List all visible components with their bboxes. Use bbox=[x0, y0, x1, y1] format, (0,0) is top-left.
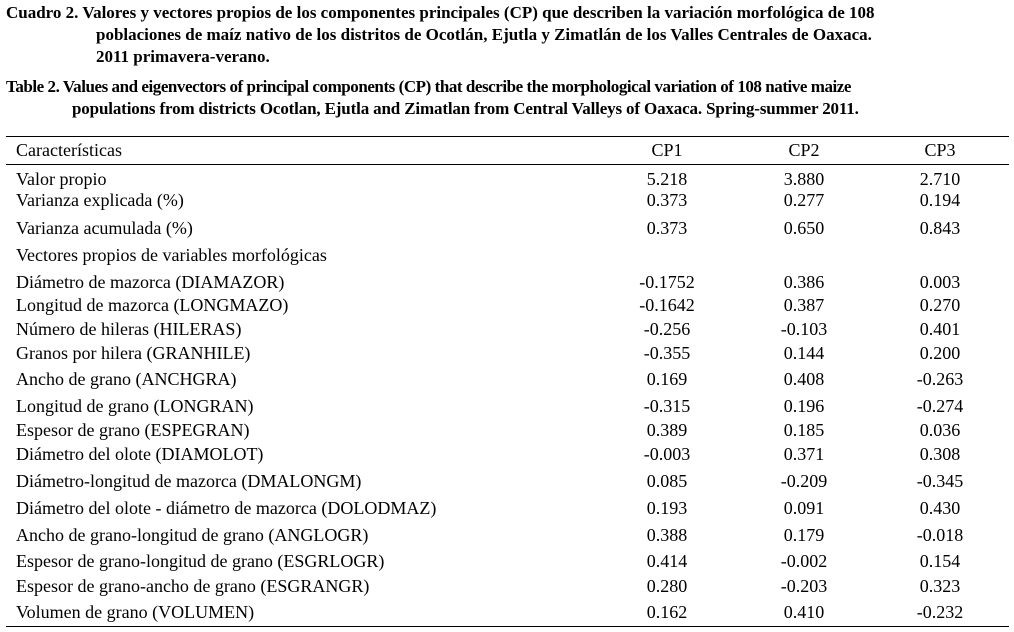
row-value-cp1: 0.085 bbox=[646, 471, 688, 491]
row-value-cp1: 0.373 bbox=[646, 218, 688, 238]
row-value-cp3: 0.200 bbox=[919, 343, 961, 363]
row-value-cp1: 0.389 bbox=[646, 420, 688, 440]
row-value-cp3: 2.710 bbox=[919, 169, 961, 189]
row-label: Número de hileras (HILERAS) bbox=[16, 319, 242, 339]
row-label: Varianza explicada (%) bbox=[16, 190, 184, 210]
row-value-cp1: 0.193 bbox=[646, 498, 688, 518]
row-value-cp2: 0.277 bbox=[783, 190, 825, 210]
row-value-cp2: 0.387 bbox=[783, 295, 825, 315]
row-value-cp1: -0.355 bbox=[643, 343, 691, 363]
row-value-cp2: 0.410 bbox=[783, 602, 825, 622]
row-value-cp3: -0.345 bbox=[916, 471, 964, 491]
table-bottom-rule bbox=[6, 626, 1009, 627]
caption-spanish-line-1: Cuadro 2. Valores y vectores propios de … bbox=[6, 3, 875, 22]
row-value-cp1: -0.256 bbox=[643, 319, 691, 339]
row-value-cp3: 0.430 bbox=[919, 498, 961, 518]
row-label: Diámetro-longitud de mazorca (DMALONGM) bbox=[16, 471, 362, 491]
row-value-cp1: -0.1642 bbox=[639, 295, 695, 315]
caption-spanish-line-3: 2011 primavera-verano. bbox=[96, 47, 270, 66]
row-label: Diámetro de mazorca (DIAMAZOR) bbox=[16, 272, 285, 292]
caption-english: Table 2. Values and eigenvectors of prin… bbox=[6, 76, 1010, 120]
row-label: Longitud de mazorca (LONGMAZO) bbox=[16, 295, 289, 315]
row-value-cp3: 0.308 bbox=[919, 444, 961, 464]
row-label: Espesor de grano-ancho de grano (ESGRANG… bbox=[16, 576, 370, 596]
row-value-cp2: 0.179 bbox=[783, 525, 825, 545]
table-top-rule bbox=[6, 136, 1009, 137]
header-cp1: CP1 bbox=[651, 140, 683, 160]
row-value-cp3: 0.003 bbox=[919, 272, 961, 292]
row-value-cp1: -0.1752 bbox=[639, 272, 695, 292]
row-label: Ancho de grano-longitud de grano (ANGLOG… bbox=[16, 525, 369, 545]
row-value-cp2: 0.650 bbox=[783, 218, 825, 238]
row-label: Diámetro del olote - diámetro de mazorca… bbox=[16, 498, 437, 518]
row-value-cp2: -0.002 bbox=[780, 551, 828, 571]
row-value-cp1: 0.414 bbox=[646, 551, 688, 571]
row-value-cp2: 0.408 bbox=[783, 369, 825, 389]
row-value-cp3: -0.263 bbox=[916, 369, 964, 389]
row-value-cp1: 0.169 bbox=[646, 369, 688, 389]
row-label: Longitud de grano (LONGRAN) bbox=[16, 396, 254, 416]
row-value-cp3: -0.274 bbox=[916, 396, 964, 416]
row-value-cp2: 0.386 bbox=[783, 272, 825, 292]
row-value-cp1: -0.003 bbox=[643, 444, 691, 464]
caption-spanish-line-2: poblaciones de maíz nativo de los distri… bbox=[96, 25, 872, 44]
caption-english-line-2: populations from districts Ocotlan, Ejut… bbox=[72, 99, 859, 118]
row-value-cp1: -0.315 bbox=[643, 396, 691, 416]
row-value-cp2: 0.091 bbox=[783, 498, 825, 518]
header-characteristics: Características bbox=[16, 140, 122, 160]
row-value-cp2: 3.880 bbox=[783, 169, 825, 189]
row-label: Diámetro del olote (DIAMOLOT) bbox=[16, 444, 264, 464]
caption-spanish: Cuadro 2. Valores y vectores propios de … bbox=[6, 2, 1010, 68]
row-value-cp2: 0.185 bbox=[783, 420, 825, 440]
header-cp2: CP2 bbox=[788, 140, 820, 160]
row-label: Granos por hilera (GRANHILE) bbox=[16, 343, 251, 363]
row-value-cp3: 0.036 bbox=[919, 420, 961, 440]
row-value-cp2: -0.203 bbox=[780, 576, 828, 596]
row-label: Varianza acumulada (%) bbox=[16, 218, 193, 238]
row-value-cp3: 0.154 bbox=[919, 551, 961, 571]
row-label: Volumen de grano (VOLUMEN) bbox=[16, 602, 255, 622]
row-value-cp3: -0.232 bbox=[916, 602, 964, 622]
row-value-cp2: 0.196 bbox=[783, 396, 825, 416]
row-value-cp1: 0.373 bbox=[646, 190, 688, 210]
row-value-cp2: -0.209 bbox=[780, 471, 828, 491]
row-value-cp1: 0.280 bbox=[646, 576, 688, 596]
row-value-cp1: 5.218 bbox=[646, 169, 688, 189]
row-value-cp3: 0.323 bbox=[919, 576, 961, 596]
row-value-cp2: 0.371 bbox=[783, 444, 825, 464]
row-value-cp3: -0.018 bbox=[916, 525, 964, 545]
table-header-rule bbox=[6, 164, 1009, 165]
row-value-cp3: 0.843 bbox=[919, 218, 961, 238]
header-cp3: CP3 bbox=[924, 140, 956, 160]
row-value-cp2: 0.144 bbox=[783, 343, 825, 363]
row-label: Vectores propios de variables morfológic… bbox=[16, 245, 327, 265]
caption-english-line-1: Table 2. Values and eigenvectors of prin… bbox=[6, 77, 851, 96]
row-value-cp1: 0.388 bbox=[646, 525, 688, 545]
row-label: Ancho de grano (ANCHGRA) bbox=[16, 369, 237, 389]
row-label: Espesor de grano-longitud de grano (ESGR… bbox=[16, 551, 385, 571]
row-value-cp3: 0.194 bbox=[919, 190, 961, 210]
row-value-cp3: 0.270 bbox=[919, 295, 961, 315]
row-value-cp3: 0.401 bbox=[919, 319, 961, 339]
row-value-cp1: 0.162 bbox=[646, 602, 688, 622]
row-label: Valor propio bbox=[16, 169, 107, 189]
row-value-cp2: -0.103 bbox=[780, 319, 828, 339]
row-label: Espesor de grano (ESPEGRAN) bbox=[16, 420, 250, 440]
